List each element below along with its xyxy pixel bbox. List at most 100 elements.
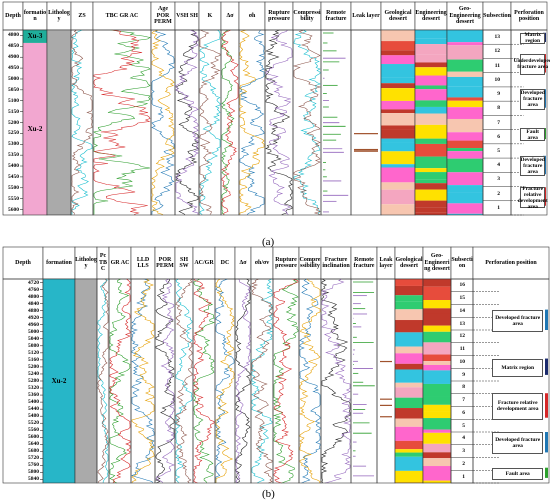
leak-mark	[380, 416, 392, 418]
depth-label: 5720	[28, 455, 39, 462]
dessert-band	[381, 138, 415, 143]
legend-bar	[545, 309, 548, 330]
dessert-band	[381, 50, 415, 56]
dessert-band	[395, 346, 423, 354]
dessert-band	[381, 142, 415, 152]
dessert-band	[447, 42, 483, 46]
subsection-label: 7	[462, 397, 465, 404]
log-curve	[321, 278, 351, 484]
depth-label: 4800	[8, 32, 19, 39]
subsection-label: 13	[494, 34, 501, 41]
dessert-band	[415, 100, 447, 107]
depth-label: 5400	[8, 163, 19, 170]
dessert-band	[423, 466, 451, 481]
track-header: Depth	[15, 259, 31, 266]
formation-band	[23, 30, 47, 43]
dessert-band	[381, 100, 415, 110]
dessert-band	[423, 342, 451, 355]
depth-label: 5550	[8, 195, 19, 202]
dessert-band	[381, 182, 415, 190]
track-header: SH SW	[179, 256, 189, 270]
dessert-band	[415, 172, 447, 180]
log-curve	[199, 29, 221, 215]
depth-label: 5000	[28, 328, 39, 335]
depth-label: 5440	[28, 406, 39, 413]
subsection-label: 3	[462, 448, 465, 455]
dessert-band	[447, 107, 483, 119]
subsection-label: 13	[459, 320, 466, 327]
leak-mark	[380, 404, 392, 406]
legend-label: Matrix region	[492, 358, 544, 377]
dessert-band	[395, 309, 423, 321]
dessert-band	[415, 113, 447, 125]
depth-label: 4800	[28, 293, 39, 300]
legend-label: Developed fracture area	[520, 155, 546, 177]
log-curve	[292, 29, 322, 215]
log-curve	[239, 29, 265, 215]
dessert-band	[415, 156, 447, 169]
header-cell	[2, 246, 44, 280]
log-curve	[235, 278, 251, 484]
dessert-band	[423, 279, 451, 287]
depth-label: 5760	[28, 462, 39, 469]
dessert-band	[415, 212, 447, 215]
dessert-band	[423, 354, 451, 362]
log-curve	[299, 278, 321, 484]
dessert-band	[415, 183, 447, 190]
subsection-label: 11	[459, 346, 465, 353]
subsection-label: 9	[497, 91, 500, 98]
dessert-band	[415, 62, 447, 68]
dessert-band	[395, 369, 423, 383]
dessert-band	[423, 411, 451, 419]
dessert-band	[423, 458, 451, 467]
track-header: Leak layer	[352, 12, 380, 19]
depth-label: 5560	[28, 427, 39, 434]
subsection-label: 9	[462, 371, 465, 378]
log-curve	[109, 278, 131, 484]
track-header: K	[207, 12, 213, 19]
dessert-band	[415, 179, 447, 184]
depth-label: 5150	[8, 108, 19, 115]
log-curve	[221, 29, 239, 215]
depth-label: 4760	[28, 286, 39, 293]
log-curve	[215, 278, 235, 483]
dessert-band	[415, 85, 447, 90]
track-header: Perforation position	[514, 9, 544, 23]
dessert-band	[395, 353, 423, 364]
log-curve	[151, 29, 175, 215]
depth-label: 5400	[28, 399, 39, 406]
track-header: Lithology	[48, 9, 70, 23]
log-curve	[93, 29, 151, 215]
depth-label: 4950	[8, 65, 19, 72]
dessert-band	[423, 364, 451, 371]
legend-bar	[545, 393, 548, 418]
dessert-band	[423, 361, 451, 365]
header-cell	[414, 1, 448, 31]
depth-label: 5480	[28, 413, 39, 420]
legend-label: Developed fracture area	[492, 309, 544, 332]
track-header: Geo-Engineering dessert	[424, 253, 450, 273]
dessert-band	[381, 113, 415, 126]
dessert-band	[395, 418, 423, 427]
depth-label: 5120	[28, 349, 39, 356]
dessert-band	[423, 480, 451, 483]
depth-label: 4960	[28, 321, 39, 328]
depth-label: 5100	[8, 97, 19, 104]
subsection-label: 10	[494, 76, 501, 83]
track-header: AC/GR	[194, 259, 214, 266]
track-header: GR AC	[110, 259, 130, 266]
track-header: σh/σv	[254, 259, 270, 266]
dessert-band	[423, 418, 451, 430]
track-header: Remote fracture	[325, 9, 347, 23]
leak-mark	[354, 133, 378, 135]
track-header: Leak layer	[379, 256, 393, 270]
formation-band	[43, 279, 75, 483]
dessert-band	[395, 295, 423, 302]
dessert-band	[423, 404, 451, 412]
subsection-label: 2	[497, 190, 500, 197]
subsection-label: 14	[459, 307, 466, 314]
depth-label: 5200	[28, 363, 39, 370]
dessert-band	[415, 200, 447, 208]
depth-label: 5240	[28, 370, 39, 377]
